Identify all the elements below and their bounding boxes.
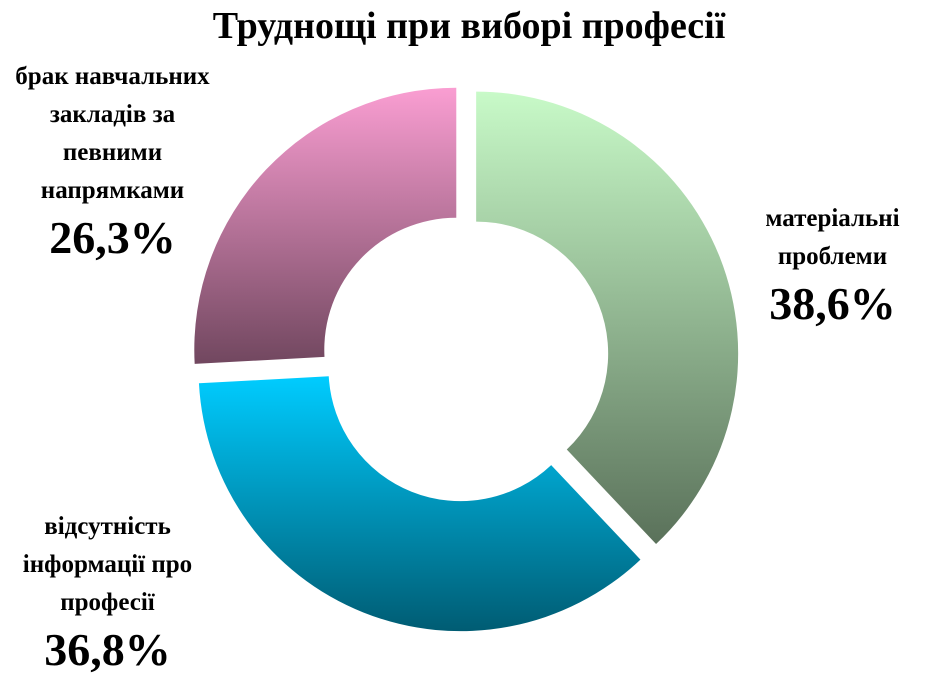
slice-label: матеріальні проблеми 38,6% — [745, 200, 920, 332]
category-label: відсутність інформації про професії — [22, 513, 193, 616]
donut-slice — [476, 91, 739, 545]
value-label: 38,6% — [769, 278, 896, 329]
category-label: матеріальні проблеми — [765, 205, 900, 270]
donut-slice — [194, 87, 457, 364]
category-label: брак навчальних закладів за певними напр… — [15, 63, 210, 204]
slice-label: відсутність інформації про професії 36,8% — [10, 508, 205, 678]
slice-label: брак навчальних закладів за певними напр… — [15, 58, 210, 266]
value-label: 26,3% — [49, 212, 176, 263]
donut-slice — [198, 376, 641, 632]
value-label: 36,8% — [44, 624, 171, 675]
chart-title: Труднощі при виборі професії — [212, 5, 726, 47]
